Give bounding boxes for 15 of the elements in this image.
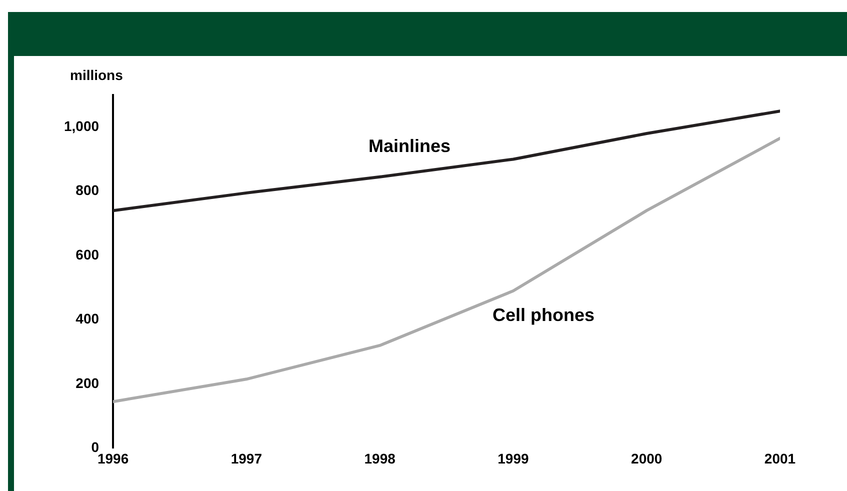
x-tick-label: 1998	[364, 450, 396, 466]
y-tick-label: 800	[76, 182, 100, 198]
y-tick-label: 400	[76, 310, 100, 327]
x-tick-label: 1999	[498, 450, 529, 466]
x-tick-label: 2001	[764, 450, 796, 466]
x-tick-label: 1996	[97, 450, 129, 466]
y-axis-title: millions	[70, 66, 124, 83]
y-tick-label: 600	[76, 246, 100, 262]
y-tick-label: 1,000	[64, 118, 100, 134]
series-label: Cell phones	[492, 305, 595, 326]
series-label: Mainlines	[368, 136, 451, 156]
x-tick-label: 2000	[631, 450, 662, 466]
x-tick-label: 1997	[230, 450, 262, 466]
y-tick-label: 0	[91, 439, 100, 456]
y-tick-label: 200	[76, 374, 100, 391]
